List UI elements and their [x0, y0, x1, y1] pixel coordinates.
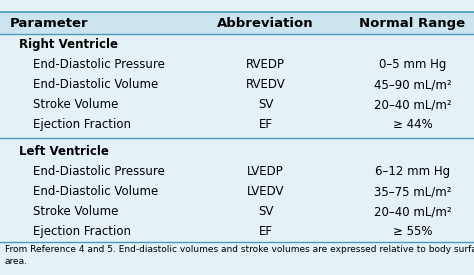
Text: Normal Range: Normal Range [359, 17, 465, 30]
Text: RVEDV: RVEDV [246, 78, 285, 91]
Text: SV: SV [258, 98, 273, 111]
Text: End-Diastolic Pressure: End-Diastolic Pressure [33, 165, 165, 178]
Text: Left Ventricle: Left Ventricle [19, 145, 109, 158]
Text: Parameter: Parameter [9, 17, 88, 30]
Text: End-Diastolic Pressure: End-Diastolic Pressure [33, 58, 165, 71]
Text: 20–40 mL/m²: 20–40 mL/m² [374, 98, 451, 111]
Text: ≥ 44%: ≥ 44% [392, 118, 432, 131]
Text: Stroke Volume: Stroke Volume [33, 98, 118, 111]
Text: 45–90 mL/m²: 45–90 mL/m² [374, 78, 451, 91]
Text: End-Diastolic Volume: End-Diastolic Volume [33, 185, 158, 198]
Text: From Reference 4 and 5. End-diastolic volumes and stroke volumes are expressed r: From Reference 4 and 5. End-diastolic vo… [5, 245, 474, 266]
Bar [0, 12, 474, 34]
Text: Ejection Fraction: Ejection Fraction [33, 226, 131, 238]
Text: 6–12 mm Hg: 6–12 mm Hg [375, 165, 450, 178]
Text: 0–5 mm Hg: 0–5 mm Hg [379, 58, 446, 71]
Text: RVEDP: RVEDP [246, 58, 285, 71]
Text: LVEDV: LVEDV [246, 185, 284, 198]
Text: Right Ventricle: Right Ventricle [19, 38, 118, 51]
Text: SV: SV [258, 205, 273, 218]
Text: Stroke Volume: Stroke Volume [33, 205, 118, 218]
Text: EF: EF [258, 118, 273, 131]
Text: 35–75 mL/m²: 35–75 mL/m² [374, 185, 451, 198]
Text: 20–40 mL/m²: 20–40 mL/m² [374, 205, 451, 218]
Text: Abbreviation: Abbreviation [217, 17, 314, 30]
Text: Ejection Fraction: Ejection Fraction [33, 118, 131, 131]
Text: End-Diastolic Volume: End-Diastolic Volume [33, 78, 158, 91]
Text: EF: EF [258, 226, 273, 238]
Text: ≥ 55%: ≥ 55% [392, 226, 432, 238]
Text: LVEDP: LVEDP [247, 165, 284, 178]
